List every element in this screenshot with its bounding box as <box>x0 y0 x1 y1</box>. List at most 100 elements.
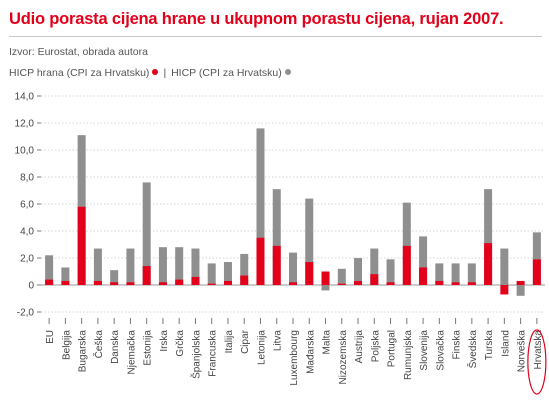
legend-dot-total <box>284 69 291 76</box>
bar-food <box>191 276 200 285</box>
bar-total <box>45 255 54 285</box>
bar-food <box>435 280 444 285</box>
source-note: Izvor: Eurostat, obrada autora <box>9 46 148 58</box>
bar-total <box>289 252 297 285</box>
x-tick-label: Bugarska <box>78 330 89 373</box>
legend-dot-food <box>152 69 159 76</box>
bar-food <box>370 274 379 285</box>
bar-food <box>484 243 493 285</box>
bar-total <box>451 263 460 285</box>
bar-food <box>77 206 86 285</box>
x-tick-label: Cipar <box>240 329 251 354</box>
bar-food <box>158 282 167 285</box>
x-tick-label: Slovačka <box>435 330 446 371</box>
y-tick-label: -2,0 <box>17 308 35 319</box>
x-tick-label: Portugal <box>387 330 398 367</box>
bar-food <box>467 282 476 285</box>
x-tick-label: Finska <box>452 330 463 360</box>
bar-food <box>223 280 232 285</box>
bar-food <box>45 279 54 285</box>
bar-total <box>110 270 119 285</box>
bar-food <box>207 283 216 285</box>
bar-total <box>419 236 428 285</box>
x-tick-label: Letonija <box>256 330 267 365</box>
bar-total <box>158 247 167 285</box>
bar-total <box>305 198 314 285</box>
x-tick-label: Turska <box>484 330 495 361</box>
bar-food <box>532 259 541 285</box>
y-tick-label: 4,0 <box>20 227 34 238</box>
title-divider <box>9 36 542 37</box>
x-tick-label: Litva <box>273 330 284 352</box>
bar-food <box>289 282 297 285</box>
bar-food <box>500 285 509 295</box>
x-tick-label: Slovenija <box>419 330 430 371</box>
y-tick-label: 14,0 <box>15 92 35 103</box>
y-tick-label: 8,0 <box>20 173 34 184</box>
y-tick-label: 0 <box>28 281 34 292</box>
x-tick-label: Malta <box>322 330 333 355</box>
bar-food <box>240 275 249 285</box>
x-tick-label: Hrvatska <box>533 330 544 370</box>
bar-total <box>516 285 525 296</box>
bar-total <box>175 247 184 285</box>
x-tick-label: Grčka <box>175 330 186 357</box>
bar-total <box>126 248 135 285</box>
y-tick-label: 6,0 <box>20 200 34 211</box>
bar-total <box>256 128 265 285</box>
x-tick-label: Island <box>500 330 511 357</box>
y-tick-label: 10,0 <box>15 146 35 157</box>
bar-total <box>93 248 102 285</box>
bar-total <box>435 263 444 285</box>
bar-total <box>321 285 330 291</box>
x-tick-label: Češka <box>92 330 105 359</box>
bar-total <box>191 248 200 285</box>
bar-total <box>142 182 151 285</box>
bar-food <box>354 280 363 285</box>
bar-food <box>402 245 411 285</box>
bar-total <box>402 202 411 285</box>
x-tick-label: Estonija <box>143 330 154 366</box>
bar-food <box>142 266 151 285</box>
bar-total <box>61 267 70 285</box>
legend-separator: | <box>163 67 167 79</box>
x-tick-label: Irska <box>159 330 170 352</box>
x-tick-label: Italija <box>224 330 235 354</box>
bar-food <box>305 262 314 285</box>
bar-total <box>240 253 249 285</box>
x-tick-label: Belgija <box>61 330 72 360</box>
bar-food <box>175 279 184 285</box>
chart-title: Udio porasta cijena hrane u ukupnom pora… <box>9 10 504 28</box>
bar-total <box>500 248 509 285</box>
y-tick-label: 12,0 <box>15 119 35 130</box>
x-tick-label: Španjolska <box>189 330 202 379</box>
bar-total <box>484 189 493 285</box>
bar-food <box>386 282 395 285</box>
x-tick-label: Austrija <box>354 330 365 364</box>
bar-total <box>354 258 363 285</box>
bar-food <box>516 280 525 285</box>
bar-food <box>321 271 330 285</box>
x-tick-label: Mađarska <box>305 330 316 374</box>
bar-food <box>272 245 281 285</box>
bar-food <box>110 282 119 285</box>
highlight-ellipse <box>527 329 547 395</box>
x-tick-label: Nizozemska <box>338 330 349 385</box>
x-tick-label: Njemačka <box>126 330 137 375</box>
y-tick-label: 2,0 <box>20 254 34 265</box>
bar-food <box>256 237 265 285</box>
x-tick-label: Luxembourg <box>289 330 300 386</box>
bar-total <box>272 189 281 285</box>
bar-total <box>223 262 232 285</box>
x-tick-label: Norveška <box>517 330 528 373</box>
bar-total <box>467 263 476 285</box>
bar-total <box>337 268 346 285</box>
bar-total <box>207 263 216 285</box>
bar-food <box>419 267 428 285</box>
x-tick-label: Danska <box>110 330 121 364</box>
bar-total <box>386 259 395 285</box>
x-tick-label: Rumunjska <box>403 330 414 380</box>
bar-food <box>61 280 70 285</box>
legend-label-total: HICP (CPI za Hrvatsku) <box>171 67 282 79</box>
